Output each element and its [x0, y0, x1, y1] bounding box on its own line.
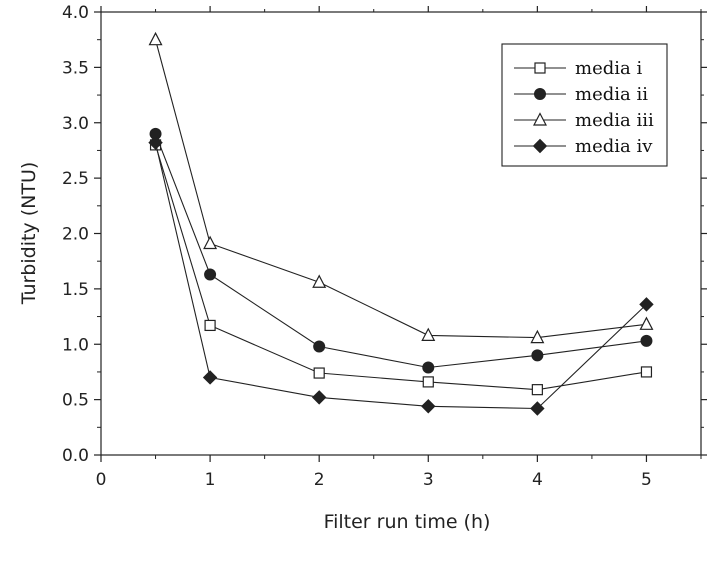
x-tick-label: 5 — [641, 470, 652, 490]
legend-item: media iii — [514, 110, 654, 131]
series-line — [154, 133, 647, 369]
data-point — [530, 329, 545, 344]
series-line — [154, 39, 647, 339]
x-tick-label: 1 — [205, 470, 216, 490]
data-point — [202, 370, 218, 385]
data-point — [640, 366, 653, 378]
legend: media i media ii media iii media iv — [501, 43, 668, 167]
y-tick-label: 3.0 — [62, 114, 89, 134]
y-tick-label: 4.0 — [62, 3, 89, 23]
y-tick-label: 0.5 — [62, 391, 89, 411]
y-tick-label: 3.5 — [62, 58, 89, 78]
x-tick-label: 0 — [96, 470, 107, 490]
data-point — [204, 268, 217, 281]
y-tick-label: 2.5 — [62, 169, 89, 189]
legend-marker — [534, 62, 546, 74]
series-line — [154, 142, 647, 410]
data-point — [531, 384, 543, 396]
legend-item: media i — [514, 58, 642, 79]
data-point — [640, 334, 653, 347]
x-tick-label: 3 — [423, 470, 434, 490]
y-tick-label: 2.0 — [62, 225, 89, 245]
data-point — [203, 235, 218, 250]
legend-label: media iv — [575, 136, 653, 157]
data-point — [421, 399, 436, 414]
data-point — [311, 390, 327, 405]
series-media-ii — [149, 127, 653, 374]
y-tick-label: 1.0 — [62, 335, 89, 355]
legend-marker — [534, 88, 546, 100]
data-point — [313, 340, 326, 353]
y-axis-title: Turbidity (NTU) — [18, 162, 40, 306]
x-tick-label: 4 — [532, 470, 543, 490]
data-point — [204, 319, 216, 332]
legend-item: media iv — [514, 136, 653, 157]
data-point — [422, 361, 435, 374]
data-point — [639, 297, 654, 312]
x-tick-label: 2 — [314, 470, 325, 490]
data-point — [531, 349, 544, 362]
legend-label: media iii — [575, 110, 654, 131]
data-point — [530, 401, 545, 416]
series-media-iv — [148, 135, 654, 416]
legend-item: media ii — [514, 84, 648, 105]
data-point — [313, 367, 325, 379]
data-point — [639, 316, 654, 330]
data-point — [422, 376, 434, 388]
data-point — [148, 31, 163, 46]
legend-label: media i — [575, 58, 642, 79]
data-point — [312, 274, 327, 288]
legend-marker — [533, 112, 547, 126]
data-point — [421, 327, 436, 341]
series-media-i — [149, 139, 653, 396]
data-point — [148, 135, 163, 150]
legend-label: media ii — [575, 84, 648, 105]
axes: 0 1 2 3 4 5 0.0 0.5 1.0 1.5 2.0 2.5 3.0 3.5 4.0 — [62, 3, 707, 490]
series-layer — [148, 31, 654, 416]
legend-marker — [532, 138, 548, 154]
x-axis-title: Filter run time (h) — [324, 511, 491, 533]
y-tick-label: 1.5 — [62, 280, 89, 300]
series-line — [154, 144, 647, 391]
y-tick-label: 0.0 — [62, 446, 89, 466]
series-media-iii — [148, 31, 654, 344]
